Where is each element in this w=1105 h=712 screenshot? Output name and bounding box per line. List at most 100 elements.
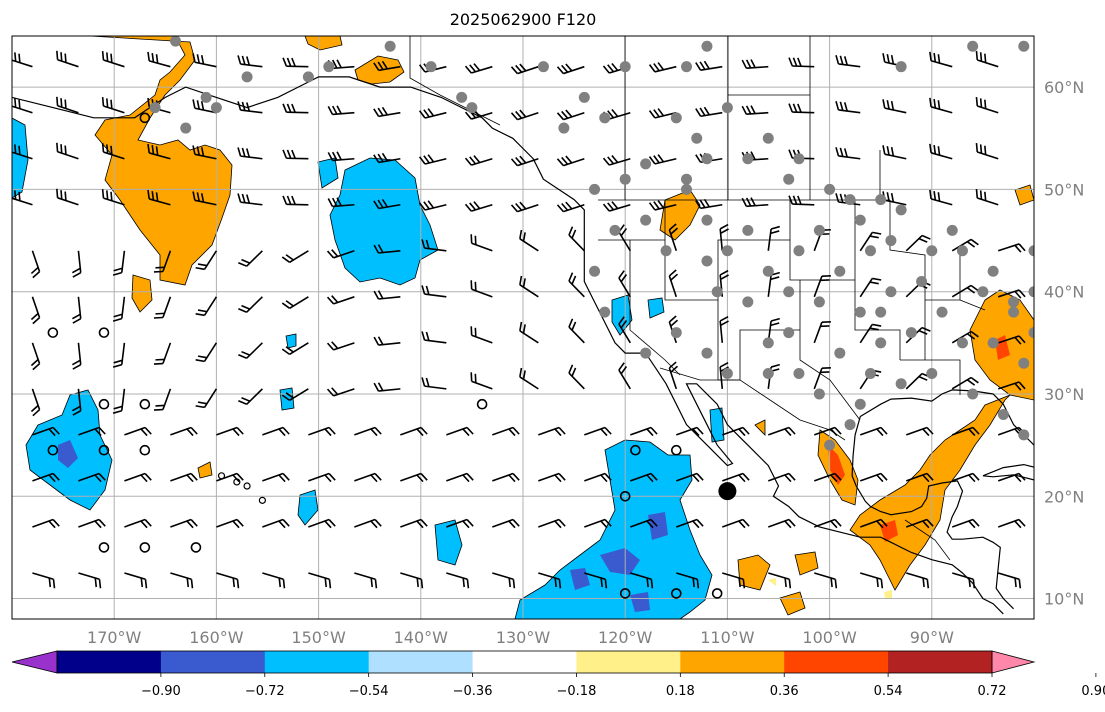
wind-barb [859, 277, 882, 298]
wind-barb [951, 330, 979, 344]
wind-barb [676, 426, 704, 437]
colorbar-segment [576, 651, 681, 673]
wind-barb [32, 518, 60, 529]
wind-barb [12, 190, 33, 206]
station-dot [987, 337, 999, 349]
wind-barb [418, 108, 447, 119]
wind-barb [767, 225, 781, 251]
wind-barb [71, 388, 82, 416]
calm-circle [670, 588, 682, 599]
longitude-label: 130°W [496, 628, 551, 647]
wind-barb [997, 472, 1026, 483]
wind-barb [788, 57, 815, 68]
wind-barb [326, 387, 355, 397]
latitude-label: 60°N [1044, 78, 1084, 97]
wind-barb [676, 472, 704, 483]
fill-darkblue-pacific-4 [630, 592, 650, 612]
wind-barb [216, 472, 244, 483]
colorbar-tick-label: 0.90 [1081, 684, 1105, 699]
station-dot [323, 61, 335, 73]
wind-barb [373, 336, 401, 346]
wind-barb [788, 195, 815, 206]
wind-barb [470, 280, 493, 298]
wind-barb [510, 63, 539, 75]
fill-orange-ne [1014, 184, 1034, 206]
wind-barb [648, 154, 677, 165]
longitude-label: 170°W [87, 628, 142, 647]
wind-barb [538, 518, 566, 529]
wind-barb [835, 147, 861, 160]
wind-barb [813, 274, 831, 298]
wind-barb [238, 250, 263, 267]
station-dot [967, 388, 979, 400]
wind-barb [446, 472, 474, 483]
wind-barb [147, 51, 171, 68]
station-dot [1028, 327, 1034, 339]
wind-barb [354, 572, 378, 589]
wind-barb [668, 223, 679, 252]
station-dot [895, 61, 907, 73]
wind-barb [695, 198, 723, 210]
fill-orange-gulf-coast [849, 295, 1034, 591]
wind-barb [238, 388, 263, 406]
wind-barb [373, 60, 401, 72]
wind-barb [170, 572, 194, 589]
wind-barb [192, 99, 217, 114]
wind-barb [741, 105, 769, 116]
wind-barb [997, 243, 1026, 253]
wind-barb [905, 472, 934, 483]
wind-barb [998, 572, 1022, 589]
station-dot [854, 398, 866, 410]
map-title: 2025062900 F120 [449, 10, 597, 29]
wind-barb [216, 518, 244, 529]
latitude-label: 30°N [1044, 385, 1084, 404]
wind-barb [195, 388, 218, 409]
colorbar-segment [784, 651, 889, 673]
wind-barb [835, 55, 861, 68]
wind-barb [400, 572, 424, 589]
wind-barb [421, 331, 447, 344]
wind-barb [859, 323, 882, 344]
station-dot [997, 408, 1009, 420]
wind-barb [124, 426, 152, 437]
station-dot [854, 214, 866, 226]
station-dot [589, 265, 601, 277]
colorbar-tick-label: 0.54 [874, 684, 903, 699]
longitude-label: 110°W [700, 628, 755, 647]
station-dot [691, 132, 703, 144]
wind-barb [882, 99, 907, 114]
wind-barb [788, 103, 815, 114]
wind-barb [170, 472, 198, 483]
wind-barb [538, 472, 566, 483]
wind-barb [905, 426, 934, 437]
calm-circle [630, 444, 641, 456]
wind-barb [78, 518, 106, 529]
wind-barb [519, 321, 539, 344]
station-dot [1018, 357, 1030, 369]
wind-barb [951, 284, 979, 298]
station-dot [711, 286, 723, 298]
longitude-label: 120°W [598, 628, 653, 647]
calm-circle [98, 542, 110, 553]
station-dot [762, 132, 774, 144]
wind-barb [373, 106, 401, 118]
colorbar-segment [472, 651, 577, 673]
wind-barb [584, 572, 608, 589]
wind-barb [354, 426, 382, 437]
wind-barb [860, 572, 884, 589]
wind-barb [71, 250, 82, 278]
wind-barb [648, 108, 677, 119]
wind-barb [905, 518, 934, 529]
fill-red-se [995, 335, 1010, 360]
colorbar-tick-label: −0.54 [349, 684, 389, 699]
fill-red-central-america [880, 520, 898, 542]
wind-barb [78, 572, 102, 589]
station-dot [1008, 296, 1020, 308]
fill-orange-sw-mexico-2 [779, 591, 806, 616]
calm-circle [619, 490, 631, 502]
fill-orange-alaska-small [304, 36, 343, 51]
wind-barb [668, 361, 679, 390]
wind-barb [768, 426, 796, 437]
wind-barb [630, 518, 658, 529]
wind-barb [421, 285, 447, 298]
